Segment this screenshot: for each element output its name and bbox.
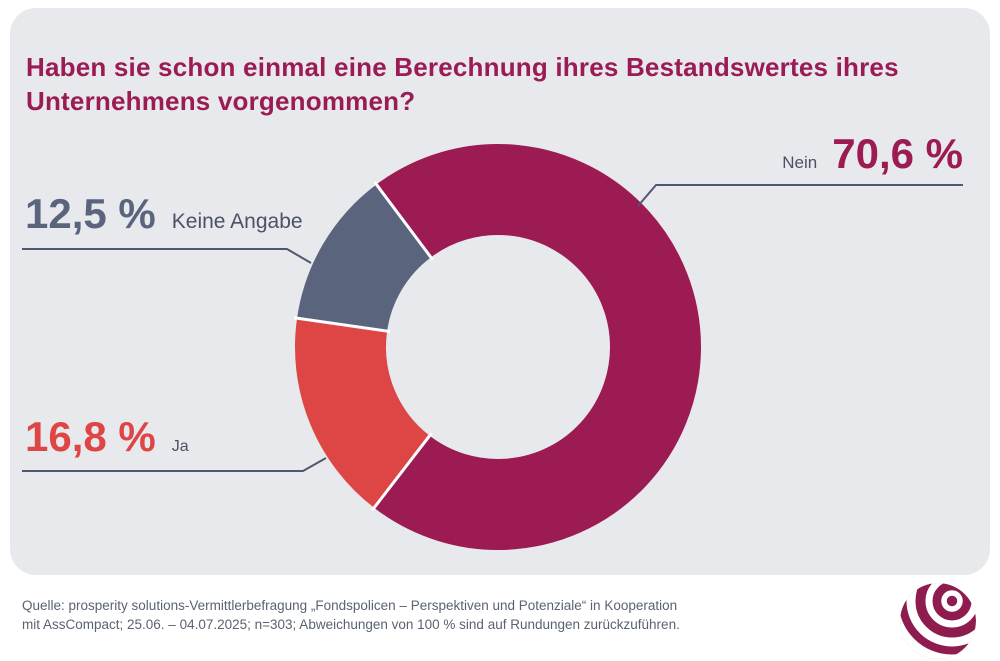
leader-line-ja <box>22 457 327 472</box>
callout-keine-angabe: 12,5 % Keine Angabe <box>25 193 303 235</box>
source-line-1: Quelle: prosperity solutions-Vermittlerb… <box>22 598 678 613</box>
callout-ja: 16,8 % Ja <box>25 416 189 458</box>
leader-line-nein <box>637 184 963 207</box>
source-line-2: mit AssCompact; 25.06. – 04.07.2025; n=3… <box>22 617 680 632</box>
slice-value-ja: 16,8 % <box>25 413 156 460</box>
callout-nein: Nein 70,6 % <box>782 133 963 175</box>
prosperity-logo-icon <box>900 583 976 659</box>
title-line-1: Haben sie schon einmal eine Berechnung i… <box>26 52 899 83</box>
source-note: Quelle: prosperity solutions-Vermittlerb… <box>22 596 722 634</box>
slice-separator <box>293 316 391 334</box>
slice-label-keine-angabe: Keine Angabe <box>171 210 303 233</box>
donut-slice-keine-angabe <box>297 184 432 333</box>
slice-value-nein: 70,6 % <box>832 130 963 177</box>
donut-slice-ja <box>295 318 431 508</box>
slice-separator <box>371 432 433 512</box>
slice-label-ja: Ja <box>171 438 189 455</box>
slice-separator <box>373 181 434 261</box>
title-line-2: Unternehmens vorgenommen? <box>26 86 416 117</box>
slice-value-keine-angabe: 12,5 % <box>25 190 156 237</box>
page-title: Haben sie schon einmal eine Berechnung i… <box>26 50 976 118</box>
slice-label-nein: Nein <box>782 153 818 172</box>
donut-slice-nein <box>374 144 701 550</box>
leader-line-keine-angabe <box>22 248 312 264</box>
